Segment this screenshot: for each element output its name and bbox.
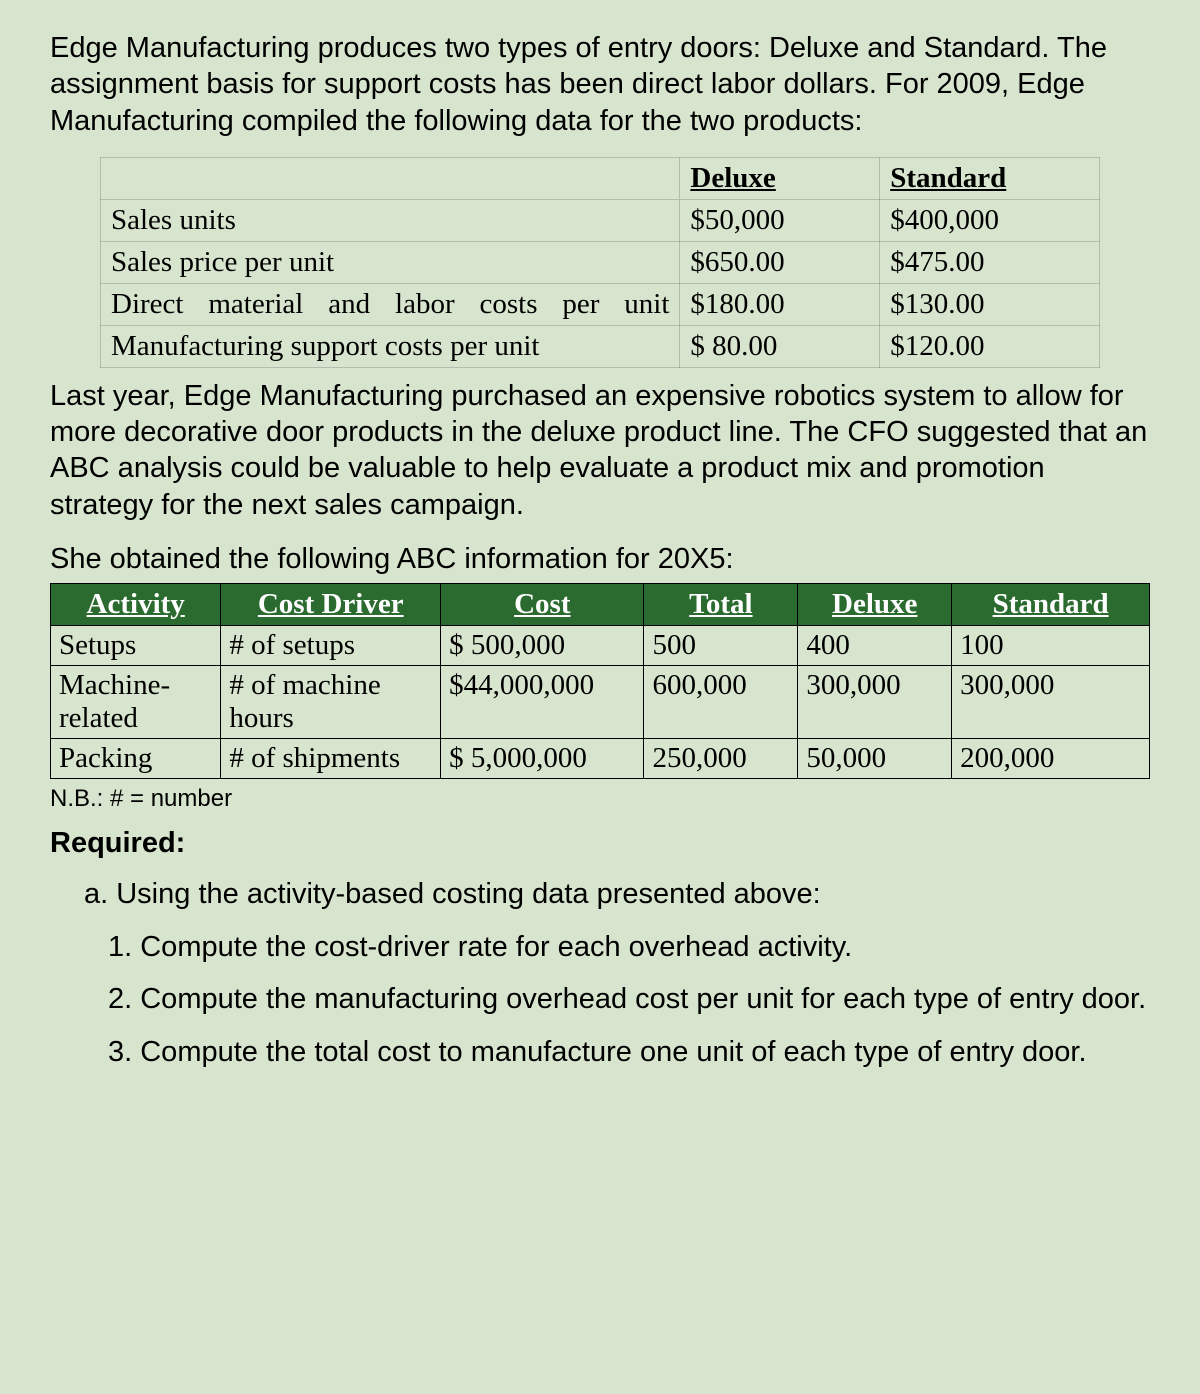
row-label: Direct material and labor costs per unit: [101, 283, 680, 325]
requirement-item: 1. Compute the cost-driver rate for each…: [138, 929, 1150, 965]
table-row: Sales price per unit$650.00$475.00: [101, 241, 1100, 283]
row-deluxe-value: $ 80.00: [680, 325, 880, 367]
row-standard-value: $120.00: [880, 325, 1100, 367]
abc-cell: 100: [952, 626, 1150, 666]
header-blank: [101, 157, 680, 199]
abc-cell: 200,000: [952, 739, 1150, 779]
abc-row: Setups# of setups$ 500,000500400100: [51, 626, 1150, 666]
abc-cell: $ 5,000,000: [441, 739, 644, 779]
abc-cell: $44,000,000: [441, 666, 644, 739]
requirement-items: 1. Compute the cost-driver rate for each…: [50, 929, 1150, 1070]
row-deluxe-value: $650.00: [680, 241, 880, 283]
abc-cell: Setups: [51, 626, 221, 666]
abc-h-cost: Cost: [441, 584, 644, 626]
table-row: Sales units$50,000$400,000: [101, 199, 1100, 241]
abc-row: Machine-related# of machine hours$44,000…: [51, 666, 1150, 739]
abc-h-total: Total: [644, 584, 798, 626]
abc-cell: 500: [644, 626, 798, 666]
abc-cell: 400: [798, 626, 952, 666]
abc-intro: She obtained the following ABC informati…: [50, 541, 1150, 577]
abc-cell: 600,000: [644, 666, 798, 739]
header-deluxe: Deluxe: [680, 157, 880, 199]
abc-cell: $ 500,000: [441, 626, 644, 666]
table-row: Direct material and labor costs per unit…: [101, 283, 1100, 325]
abc-cell: 300,000: [798, 666, 952, 739]
abc-cell: 300,000: [952, 666, 1150, 739]
abc-table-wrap: Activity Cost Driver Cost Total Deluxe S…: [50, 583, 1150, 779]
abc-h-standard: Standard: [952, 584, 1150, 626]
requirement-item: 2. Compute the manufacturing overhead co…: [138, 981, 1150, 1017]
abc-row: Packing# of shipments$ 5,000,000250,0005…: [51, 739, 1150, 779]
abc-cell: Machine-related: [51, 666, 221, 739]
abc-cell: # of setups: [221, 626, 441, 666]
abc-cell: Packing: [51, 739, 221, 779]
row-standard-value: $400,000: [880, 199, 1100, 241]
abc-h-deluxe: Deluxe: [798, 584, 952, 626]
abc-h-activity: Activity: [51, 584, 221, 626]
header-standard: Standard: [880, 157, 1100, 199]
intro-paragraph: Edge Manufacturing produces two types of…: [50, 30, 1150, 139]
abc-cell: 50,000: [798, 739, 952, 779]
product-data-table-wrap: Deluxe Standard Sales units$50,000$400,0…: [100, 157, 1100, 368]
row-label: Manufacturing support costs per unit: [101, 325, 680, 367]
requirement-a: a. Using the activity-based costing data…: [84, 878, 1150, 911]
row-deluxe-value: $180.00: [680, 283, 880, 325]
row-label: Sales price per unit: [101, 241, 680, 283]
mid-paragraph: Last year, Edge Manufacturing purchased …: [50, 378, 1150, 523]
abc-table: Activity Cost Driver Cost Total Deluxe S…: [50, 583, 1150, 779]
abc-cell: 250,000: [644, 739, 798, 779]
abc-h-costdriver: Cost Driver: [221, 584, 441, 626]
product-data-table: Deluxe Standard Sales units$50,000$400,0…: [100, 157, 1100, 368]
table-header-row: Deluxe Standard: [101, 157, 1100, 199]
row-label: Sales units: [101, 199, 680, 241]
required-heading: Required:: [50, 827, 1150, 860]
row-standard-value: $475.00: [880, 241, 1100, 283]
abc-cell: # of machine hours: [221, 666, 441, 739]
row-deluxe-value: $50,000: [680, 199, 880, 241]
table-row: Manufacturing support costs per unit$ 80…: [101, 325, 1100, 367]
requirement-item: 3. Compute the total cost to manufacture…: [138, 1034, 1150, 1070]
abc-cell: # of shipments: [221, 739, 441, 779]
abc-header-row: Activity Cost Driver Cost Total Deluxe S…: [51, 584, 1150, 626]
nb-note: N.B.: # = number: [50, 785, 1150, 813]
page-container: Edge Manufacturing produces two types of…: [0, 0, 1200, 1126]
row-standard-value: $130.00: [880, 283, 1100, 325]
